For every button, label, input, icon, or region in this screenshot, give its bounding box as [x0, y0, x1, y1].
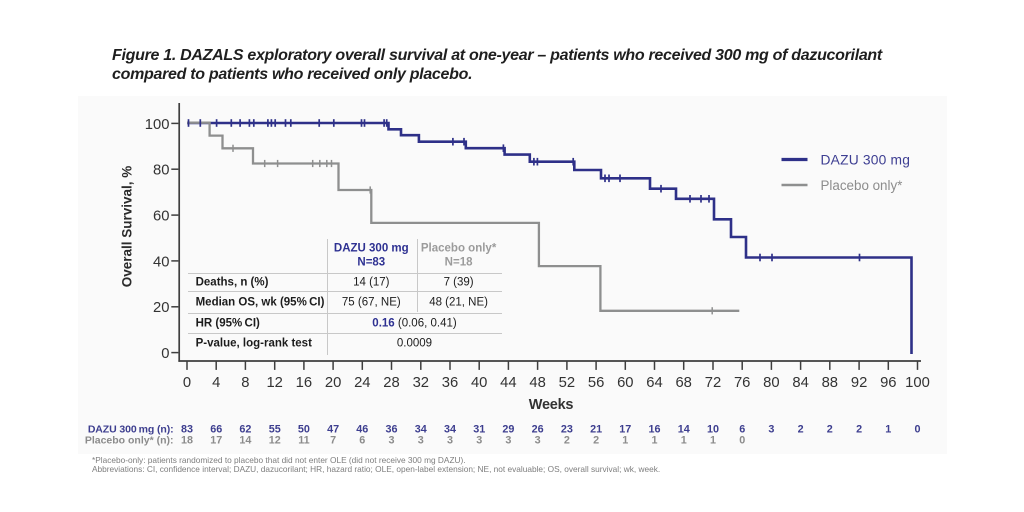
svg-text:1: 1: [622, 434, 628, 446]
svg-text:1: 1: [651, 434, 657, 446]
svg-text:12: 12: [266, 375, 282, 391]
svg-text:1: 1: [681, 434, 687, 446]
svg-text:3: 3: [388, 434, 394, 446]
svg-text:2: 2: [564, 434, 570, 446]
svg-text:60: 60: [153, 209, 169, 225]
svg-text:31: 31: [473, 423, 485, 435]
svg-text:7: 7: [330, 434, 336, 446]
svg-text:40: 40: [153, 254, 169, 270]
svg-text:14: 14: [239, 434, 251, 446]
svg-text:16: 16: [648, 423, 660, 435]
svg-text:1: 1: [885, 423, 891, 435]
svg-text:80: 80: [153, 163, 169, 179]
svg-text:52: 52: [559, 375, 575, 391]
svg-text:6: 6: [739, 423, 745, 435]
svg-text:50: 50: [298, 423, 310, 435]
svg-text:2: 2: [856, 423, 862, 435]
svg-text:12: 12: [269, 434, 281, 446]
svg-text:100: 100: [145, 117, 170, 133]
svg-text:62: 62: [239, 423, 251, 435]
svg-text:Placebo only*: Placebo only*: [821, 178, 903, 193]
svg-text:83: 83: [181, 423, 193, 435]
svg-text:32: 32: [413, 375, 429, 391]
svg-text:11: 11: [298, 434, 309, 446]
svg-text:14: 14: [678, 423, 690, 435]
svg-text:0: 0: [183, 375, 191, 391]
svg-text:92: 92: [851, 375, 867, 391]
svg-text:46: 46: [356, 423, 368, 435]
svg-text:26: 26: [532, 423, 544, 435]
svg-text:36: 36: [442, 375, 458, 391]
svg-text:55: 55: [269, 423, 281, 435]
svg-text:23: 23: [561, 423, 573, 435]
svg-text:17: 17: [210, 434, 222, 446]
svg-text:0: 0: [739, 434, 745, 446]
svg-text:2: 2: [827, 423, 833, 435]
svg-text:96: 96: [880, 375, 896, 391]
svg-text:80: 80: [763, 375, 779, 391]
svg-text:4: 4: [212, 375, 220, 391]
svg-text:48: 48: [529, 375, 545, 391]
svg-text:76: 76: [734, 375, 750, 391]
svg-text:Placebo only* (n):: Placebo only* (n):: [85, 434, 174, 446]
svg-text:72: 72: [705, 375, 721, 391]
svg-text:2: 2: [593, 434, 599, 446]
svg-text:34: 34: [415, 423, 427, 435]
svg-text:60: 60: [617, 375, 633, 391]
svg-text:28: 28: [383, 375, 399, 391]
svg-text:3: 3: [418, 434, 424, 446]
svg-text:DAZU 300 mg (n):: DAZU 300 mg (n):: [88, 423, 174, 435]
svg-text:3: 3: [535, 434, 541, 446]
svg-text:3: 3: [505, 434, 511, 446]
svg-text:17: 17: [619, 423, 631, 435]
svg-text:10: 10: [707, 423, 719, 435]
svg-text:47: 47: [327, 423, 339, 435]
svg-text:3: 3: [768, 423, 774, 435]
svg-text:DAZU 300 mg: DAZU 300 mg: [821, 152, 911, 167]
svg-text:56: 56: [588, 375, 604, 391]
svg-text:8: 8: [241, 375, 249, 391]
svg-text:1: 1: [710, 434, 716, 446]
svg-text:29: 29: [502, 423, 514, 435]
svg-text:18: 18: [181, 434, 193, 446]
svg-text:21: 21: [590, 423, 602, 435]
svg-text:88: 88: [822, 375, 838, 391]
svg-text:64: 64: [646, 375, 662, 391]
svg-text:24: 24: [354, 375, 370, 391]
svg-text:100: 100: [905, 375, 930, 391]
svg-text:3: 3: [476, 434, 482, 446]
svg-text:6: 6: [359, 434, 365, 446]
svg-text:44: 44: [500, 375, 516, 391]
svg-text:Overall Survival, %: Overall Survival, %: [120, 166, 135, 288]
svg-text:68: 68: [675, 375, 691, 391]
svg-text:34: 34: [444, 423, 456, 435]
svg-text:2: 2: [798, 423, 804, 435]
svg-text:16: 16: [296, 375, 312, 391]
svg-text:66: 66: [210, 423, 222, 435]
svg-text:84: 84: [792, 375, 808, 391]
svg-text:40: 40: [471, 375, 487, 391]
svg-text:20: 20: [325, 375, 341, 391]
svg-text:0: 0: [161, 346, 169, 362]
svg-text:36: 36: [385, 423, 397, 435]
svg-text:20: 20: [153, 300, 169, 316]
svg-text:3: 3: [447, 434, 453, 446]
svg-text:0: 0: [914, 423, 920, 435]
